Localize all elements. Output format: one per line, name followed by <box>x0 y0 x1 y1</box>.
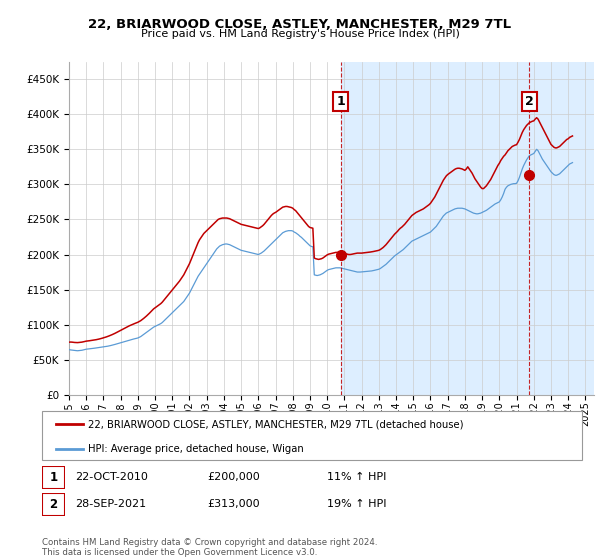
Text: £313,000: £313,000 <box>207 499 260 509</box>
Text: 19% ↑ HPI: 19% ↑ HPI <box>327 499 386 509</box>
Text: 1: 1 <box>49 471 58 484</box>
FancyBboxPatch shape <box>42 466 65 489</box>
Text: 2: 2 <box>49 498 58 511</box>
Text: 2: 2 <box>525 95 533 108</box>
Text: Price paid vs. HM Land Registry's House Price Index (HPI): Price paid vs. HM Land Registry's House … <box>140 29 460 39</box>
Text: 28-SEP-2021: 28-SEP-2021 <box>75 499 146 509</box>
Text: 22, BRIARWOOD CLOSE, ASTLEY, MANCHESTER, M29 7TL: 22, BRIARWOOD CLOSE, ASTLEY, MANCHESTER,… <box>88 18 512 31</box>
Text: 22, BRIARWOOD CLOSE, ASTLEY, MANCHESTER, M29 7TL (detached house): 22, BRIARWOOD CLOSE, ASTLEY, MANCHESTER,… <box>88 419 463 430</box>
Text: 1: 1 <box>337 95 346 108</box>
Text: £200,000: £200,000 <box>207 472 260 482</box>
Text: Contains HM Land Registry data © Crown copyright and database right 2024.
This d: Contains HM Land Registry data © Crown c… <box>42 538 377 557</box>
Text: HPI: Average price, detached house, Wigan: HPI: Average price, detached house, Wiga… <box>88 445 304 455</box>
Text: 11% ↑ HPI: 11% ↑ HPI <box>327 472 386 482</box>
FancyBboxPatch shape <box>42 493 65 516</box>
FancyBboxPatch shape <box>42 411 582 460</box>
Bar <box>341 62 594 395</box>
Text: 22-OCT-2010: 22-OCT-2010 <box>75 472 148 482</box>
